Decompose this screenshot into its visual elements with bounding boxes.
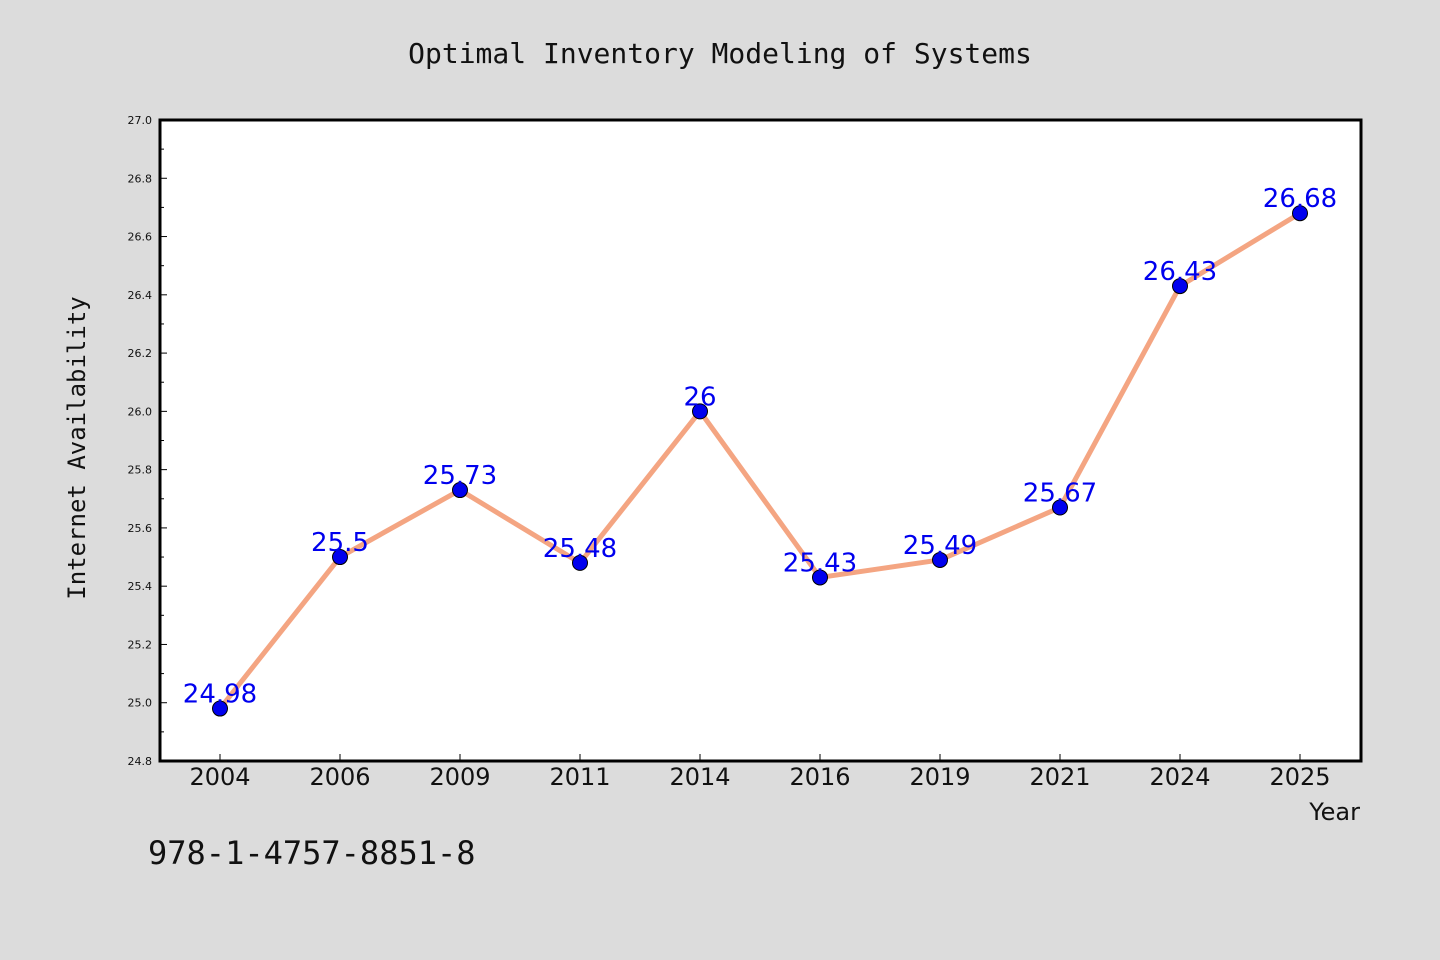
x-tick-label: 2021 (1029, 763, 1090, 791)
y-tick-label: 25.4 (128, 580, 153, 593)
y-tick-label: 26.8 (128, 172, 153, 185)
y-tick-label: 24.8 (128, 755, 153, 768)
data-point (332, 549, 348, 566)
footer-text: 978-1-4757-8851-8 (148, 834, 476, 872)
data-label: 26.43 (1143, 257, 1217, 287)
data-label: 25.67 (1023, 479, 1097, 509)
series-line (217, 210, 1303, 712)
x-tick-label: 2014 (669, 763, 730, 791)
series-group: 24.98 25.5 25.73 25.48 26 25.43 25.49 25.67 26.4… (183, 184, 1337, 717)
data-point (1172, 278, 1188, 295)
x-tick-label: 2024 (1149, 763, 1210, 791)
data-point (1052, 499, 1068, 516)
x-tick-label: 2019 (909, 763, 970, 791)
data-label: 26.68 (1263, 184, 1337, 214)
y-tick-label: 26.6 (128, 231, 153, 244)
y-tick-label: 25.6 (128, 522, 153, 535)
y-axis: 24.8 25.0 25.2 25.4 25.6 25.8 26.0 26.2 26.4 26.6… (128, 114, 167, 768)
data-point (812, 569, 828, 586)
y-tick-label: 26.2 (128, 347, 153, 360)
data-label: 25.49 (903, 531, 977, 561)
data-point (572, 554, 588, 571)
y-tick-label: 26.0 (128, 405, 153, 418)
data-point (452, 482, 468, 499)
y-tick-label: 26.4 (128, 289, 153, 302)
y-tick-label: 25.8 (128, 464, 153, 477)
data-point (212, 700, 228, 717)
data-point (1292, 205, 1308, 222)
data-point (692, 403, 708, 420)
x-axis: 2004 2006 2009 2011 2014 2016 2019 2021 2024 2025 (189, 754, 1331, 791)
data-label: 25.73 (423, 461, 497, 491)
data-label: 26 (683, 382, 716, 412)
y-tick-label: 25.2 (128, 638, 153, 651)
x-tick-label: 2016 (789, 763, 850, 791)
x-axis-label: Year (1308, 798, 1360, 826)
x-tick-label: 2006 (309, 763, 370, 791)
x-tick-label: 2011 (549, 763, 610, 791)
x-tick-label: 2009 (429, 763, 490, 791)
x-tick-label: 2004 (189, 763, 250, 791)
y-tick-label: 25.0 (128, 697, 153, 710)
chart-title: Optimal Inventory Modeling of Systems (408, 37, 1032, 70)
x-tick-label: 2025 (1269, 763, 1330, 791)
y-tick-label: 27.0 (128, 114, 153, 127)
data-label: 25.43 (783, 548, 857, 578)
data-label: 25.5 (311, 528, 369, 558)
plot-area (158, 118, 1363, 763)
data-point (932, 551, 948, 568)
data-label: 25.48 (543, 534, 617, 564)
y-axis-label: Internet Availability (63, 296, 91, 599)
data-label: 24.98 (183, 680, 257, 710)
